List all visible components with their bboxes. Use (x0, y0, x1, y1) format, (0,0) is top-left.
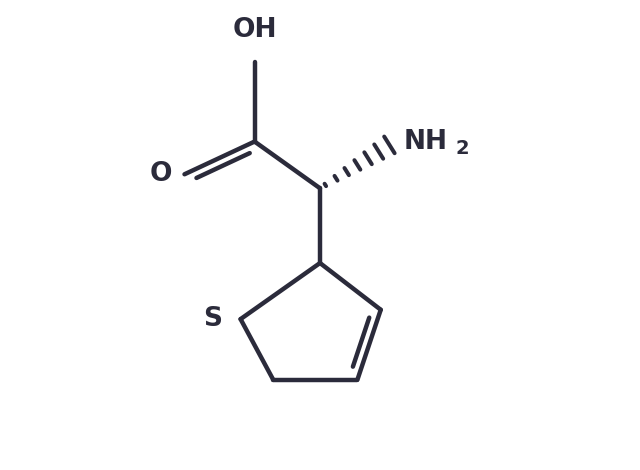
Text: NH: NH (404, 129, 448, 155)
Text: S: S (203, 306, 222, 332)
Text: O: O (150, 161, 172, 187)
Text: 2: 2 (456, 139, 469, 158)
Text: OH: OH (232, 17, 277, 43)
